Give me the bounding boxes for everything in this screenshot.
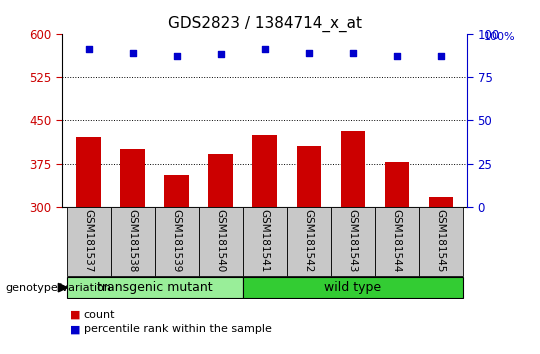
Text: GSM181544: GSM181544 [392,209,402,273]
Y-axis label: 100%: 100% [484,32,515,42]
Bar [296,147,321,207]
Text: GSM181545: GSM181545 [436,209,446,273]
Point [393,53,401,59]
Point [216,52,225,57]
FancyBboxPatch shape [418,207,463,276]
FancyBboxPatch shape [242,277,463,298]
Text: GSM181542: GSM181542 [303,209,314,273]
Title: GDS2823 / 1384714_x_at: GDS2823 / 1384714_x_at [167,16,362,32]
Text: GSM181539: GSM181539 [172,209,181,273]
FancyBboxPatch shape [287,207,330,276]
Point [305,50,313,56]
Text: percentile rank within the sample: percentile rank within the sample [84,324,272,334]
Text: ■: ■ [70,310,80,320]
Bar [208,154,233,207]
Point [436,53,445,59]
Text: GSM181541: GSM181541 [260,209,269,273]
Text: count: count [84,310,115,320]
Point [260,46,269,52]
Bar [76,137,100,207]
Point [172,53,181,59]
FancyBboxPatch shape [330,207,375,276]
Text: GSM181543: GSM181543 [348,209,357,273]
Bar [253,135,276,207]
FancyBboxPatch shape [375,207,418,276]
FancyBboxPatch shape [154,207,199,276]
Bar [120,149,145,207]
Bar [384,162,409,207]
Point [84,46,93,52]
Bar [165,175,188,207]
Bar [341,131,364,207]
Point [128,50,137,56]
Text: ■: ■ [70,324,80,334]
Text: GSM181538: GSM181538 [127,209,138,273]
FancyBboxPatch shape [66,207,111,276]
Text: genotype/variation: genotype/variation [5,282,111,293]
Point [348,50,357,56]
FancyBboxPatch shape [66,277,242,298]
FancyBboxPatch shape [111,207,154,276]
Bar [429,197,453,207]
FancyBboxPatch shape [242,207,287,276]
FancyBboxPatch shape [199,207,242,276]
Text: GSM181540: GSM181540 [215,209,226,273]
Polygon shape [58,283,68,292]
Text: GSM181537: GSM181537 [84,209,93,273]
Text: transgenic mutant: transgenic mutant [97,281,212,294]
Text: wild type: wild type [324,281,381,294]
